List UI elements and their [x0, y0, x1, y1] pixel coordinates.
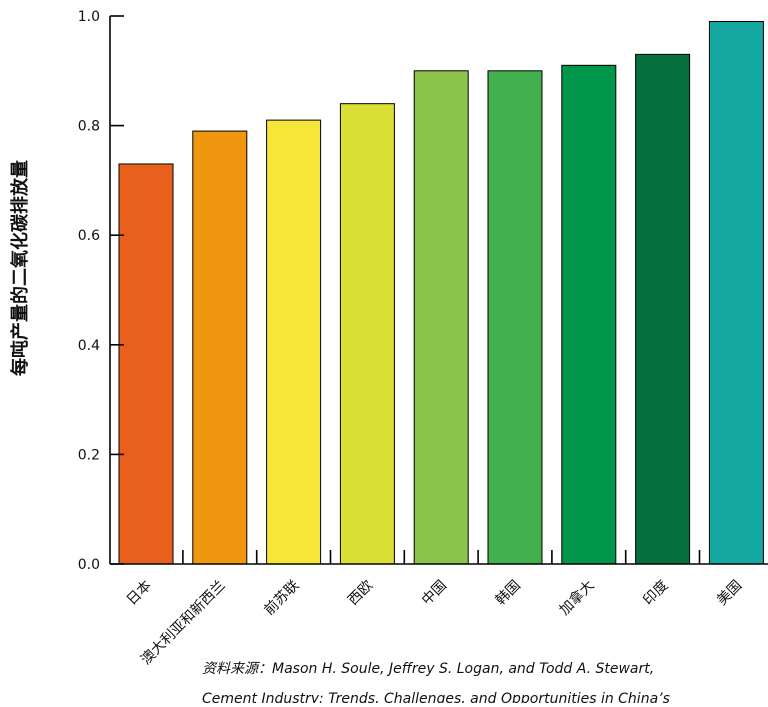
source-label: 资料来源： — [202, 661, 272, 677]
category-label: 日本 — [124, 578, 155, 609]
bar — [708, 20, 764, 565]
svg-text:资料来源：Mason H. Soule, Jeffrey S: 资料来源：Mason H. Soule, Jeffrey S. Logan, a… — [202, 661, 654, 677]
bar — [635, 53, 691, 565]
source-line2: Cement Industry: Trends, Challenges, and… — [202, 691, 670, 703]
bar — [339, 103, 395, 565]
bar — [192, 130, 248, 565]
category-label: 韩国 — [493, 578, 524, 609]
bar — [266, 119, 322, 565]
bar — [561, 64, 617, 565]
axes-layer — [109, 16, 768, 565]
y-tick-label: 0.2 — [78, 447, 100, 463]
bar — [118, 163, 174, 565]
y-axis-label: 每吨产量的二氧化碳排放量 — [9, 160, 31, 376]
category-label: 西欧 — [345, 578, 376, 609]
category-label: 加拿大 — [556, 577, 598, 619]
category-label: 美国 — [714, 578, 745, 609]
source-note: 资料来源：Mason H. Soule, Jeffrey S. Logan, a… — [202, 661, 670, 707]
y-tick-label: 0.4 — [78, 338, 100, 354]
bars-layer — [118, 20, 764, 565]
category-label: 中国 — [419, 578, 450, 609]
y-tick-label: 0.6 — [78, 228, 100, 244]
category-label: 印度 — [640, 578, 671, 609]
y-tick-label: 0.8 — [78, 119, 100, 135]
source-line1: Mason H. Soule, Jeffrey S. Logan, and To… — [272, 661, 654, 677]
y-ticks: 0.0 0.2 0.4 0.6 0.8 1.0 — [78, 9, 124, 573]
y-tick-label: 1.0 — [78, 9, 100, 25]
x-ticks — [182, 550, 701, 564]
bar — [413, 70, 469, 565]
y-tick-label: 0.0 — [78, 557, 100, 573]
bar — [487, 70, 543, 565]
category-label: 前苏联 — [261, 577, 303, 619]
